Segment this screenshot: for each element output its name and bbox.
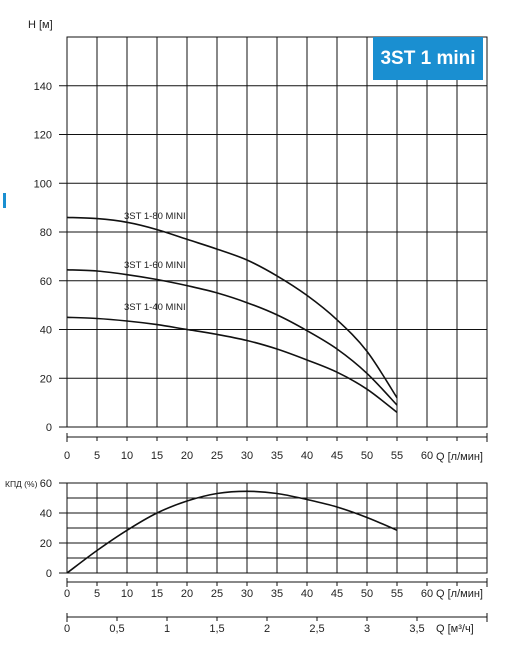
head-tick-label: 100 xyxy=(34,178,52,190)
flow-m3h-axis-label: Q [м³/ч] xyxy=(436,623,474,635)
flow-tick-label: 15 xyxy=(151,588,163,600)
curve-label-1-80: 3ST 1-80 MINI xyxy=(124,211,186,222)
flow-tick-label: 10 xyxy=(121,588,133,600)
flow-tick-label: 5 xyxy=(94,450,100,462)
flow-m3h-tick-label: 3,5 xyxy=(409,623,424,635)
flow-m3h-tick-label: 1,5 xyxy=(209,623,224,635)
head-tick-label: 60 xyxy=(40,276,52,288)
flow-tick-label: 45 xyxy=(331,450,343,462)
flow-axis-label-bottom: Q [л/мин] xyxy=(436,588,483,600)
flow-tick-label: 30 xyxy=(241,588,253,600)
flow-tick-label: 0 xyxy=(64,588,70,600)
efficiency-chart-grid xyxy=(66,482,488,574)
flow-tick-label: 50 xyxy=(361,450,373,462)
flow-tick-label: 20 xyxy=(181,450,193,462)
flow-tick-label: 10 xyxy=(121,450,133,462)
curve-3st-1-80 xyxy=(66,216,398,399)
efficiency-tick-label: 60 xyxy=(40,478,52,490)
flow-tick-label: 0 xyxy=(64,450,70,462)
flow-tick-label: 40 xyxy=(301,588,313,600)
head-axis-label: H [м] xyxy=(28,19,53,31)
efficiency-axis-label: КПД (%) xyxy=(5,479,38,489)
accent-mark xyxy=(3,193,6,208)
flow-tick-label: 20 xyxy=(181,588,193,600)
flow-m3h-tick-label: 1 xyxy=(164,623,170,635)
flow-tick-label: 60 xyxy=(421,588,433,600)
flow-tick-label: 55 xyxy=(391,450,403,462)
head-chart-grid xyxy=(66,36,488,428)
flow-tick-label: 50 xyxy=(361,588,373,600)
tick-labels: 0 5 10 15 20 25 30 35 40 45 50 55 600 5 10 15 20 25 30 35 40… xyxy=(34,81,488,635)
efficiency-curve xyxy=(66,490,398,574)
head-curves xyxy=(66,216,398,414)
flow-m3h-tick-label: 2,5 xyxy=(309,623,324,635)
flow-tick-label: 35 xyxy=(271,450,283,462)
curve-label-1-60: 3ST 1-60 MINI xyxy=(124,260,186,271)
efficiency-curve-line xyxy=(66,490,398,574)
flow-tick-label: 45 xyxy=(331,588,343,600)
head-tick-label: 20 xyxy=(40,373,52,385)
head-tick-label: 120 xyxy=(34,130,52,142)
head-tick-label: 40 xyxy=(40,325,52,337)
efficiency-tick-label: 0 xyxy=(46,568,52,580)
flow-m3h-tick-label: 0 xyxy=(64,623,70,635)
head-tick-label: 80 xyxy=(40,227,52,239)
head-tick-label: 0 xyxy=(46,422,52,434)
curve-3st-1-60 xyxy=(66,269,398,406)
flow-tick-label: 15 xyxy=(151,450,163,462)
curve-label-1-40: 3ST 1-40 MINI xyxy=(124,302,186,313)
model-badge: 3ST 1 mini xyxy=(373,37,483,80)
flow-tick-label: 25 xyxy=(211,588,223,600)
flow-m3h-tick-label: 2 xyxy=(264,623,270,635)
head-tick-label: 140 xyxy=(34,81,52,93)
flow-tick-label: 55 xyxy=(391,588,403,600)
flow-tick-label: 30 xyxy=(241,450,253,462)
flow-tick-label: 60 xyxy=(421,450,433,462)
flow-tick-label: 40 xyxy=(301,450,313,462)
flow-tick-label: 25 xyxy=(211,450,223,462)
efficiency-tick-label: 20 xyxy=(40,538,52,550)
curve-3st-1-40 xyxy=(66,316,398,414)
flow-tick-label: 35 xyxy=(271,588,283,600)
flow-m3h-tick-label: 3 xyxy=(364,623,370,635)
efficiency-tick-label: 40 xyxy=(40,508,52,520)
flow-axis-label-top: Q [л/мин] xyxy=(436,451,483,463)
flow-m3h-tick-label: 0,5 xyxy=(109,623,124,635)
flow-tick-label: 5 xyxy=(94,588,100,600)
